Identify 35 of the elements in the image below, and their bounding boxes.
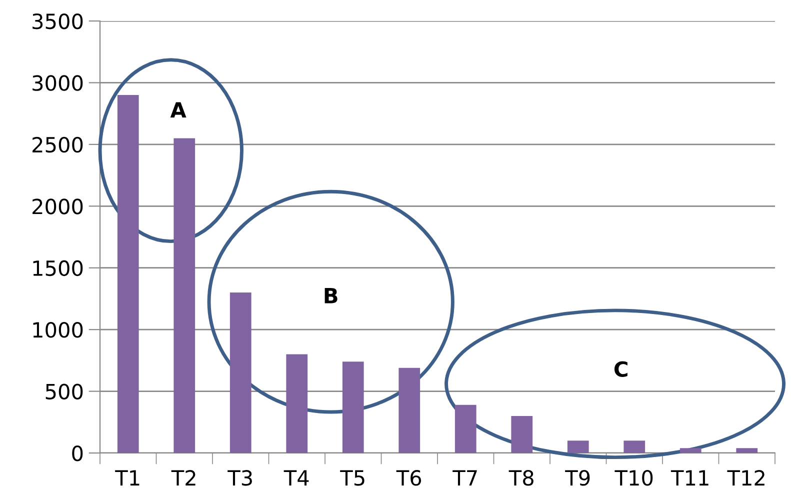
y-tick-label: 2500 <box>32 136 83 153</box>
x-tick-label: T7 <box>452 470 477 486</box>
x-tick-label: T10 <box>614 470 653 486</box>
x-tick-label: T9 <box>565 470 590 486</box>
x-tick-label: T6 <box>396 470 422 486</box>
bar <box>736 448 758 453</box>
x-tick-label: T3 <box>228 470 252 486</box>
bar <box>398 368 420 453</box>
x-tick-label: T8 <box>508 470 534 486</box>
y-tick-label: 3500 <box>32 13 83 30</box>
y-tick-label: 1500 <box>33 260 83 276</box>
bar <box>286 354 308 453</box>
x-tick-label: T4 <box>284 470 309 486</box>
y-tick-label: 500 <box>46 384 83 400</box>
bar <box>511 416 533 453</box>
bar <box>454 404 476 453</box>
bar <box>567 440 589 453</box>
bar <box>174 138 196 453</box>
bar <box>624 440 646 453</box>
x-tick-label: T1 <box>115 470 140 486</box>
x-tick-label: T2 <box>171 470 196 486</box>
y-tick-label: 1000 <box>33 322 83 338</box>
x-tick-label: T11 <box>670 470 708 486</box>
annotation: C <box>614 361 628 377</box>
bar <box>342 362 364 453</box>
x-tick-label: T5 <box>340 470 364 486</box>
y-tick-label: 0 <box>72 445 83 462</box>
annotation: B <box>324 288 338 304</box>
y-tick-label: 3000 <box>32 75 83 91</box>
x-tick-label: T12 <box>727 470 764 486</box>
annotation: A <box>170 102 186 118</box>
bar <box>680 448 702 453</box>
bar <box>230 292 252 453</box>
bar <box>117 95 139 453</box>
y-tick-label: 2000 <box>32 198 83 214</box>
